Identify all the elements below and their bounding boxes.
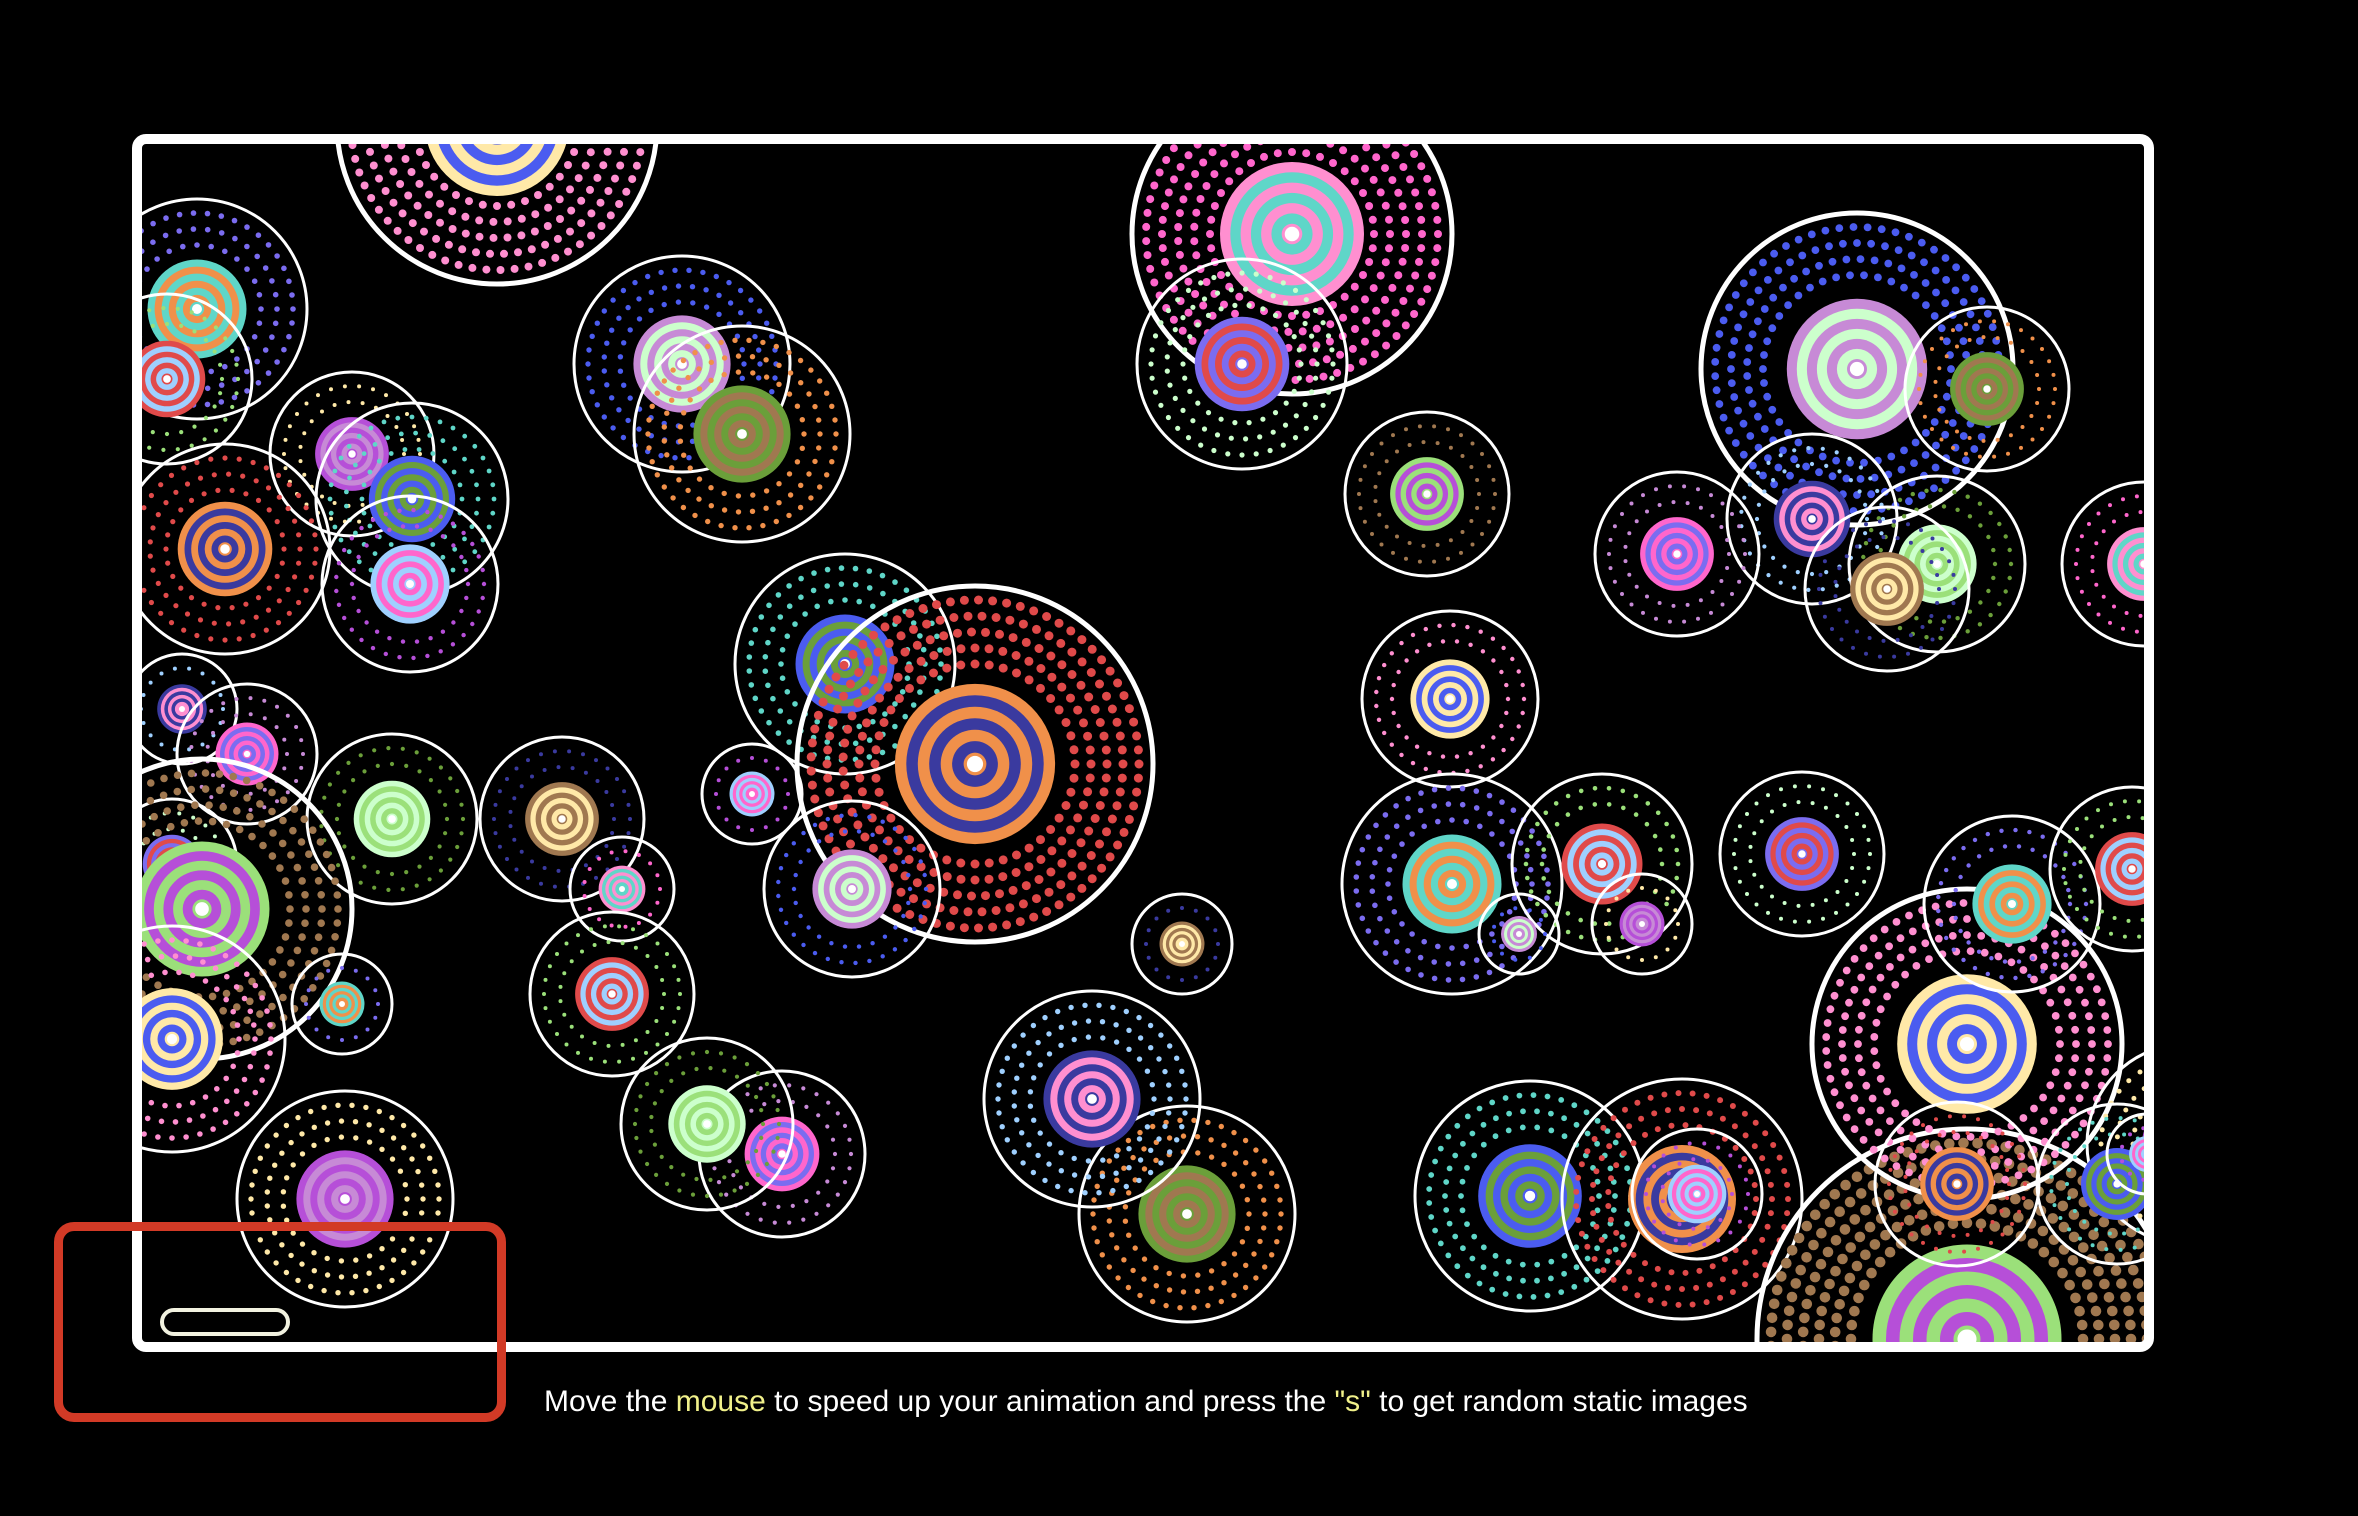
artwork-circle bbox=[290, 952, 394, 1056]
artwork-circle bbox=[1129, 144, 1455, 397]
keyword-mouse: mouse bbox=[675, 1385, 766, 1418]
artwork-circle bbox=[1077, 1104, 1297, 1324]
highlight-box bbox=[54, 1222, 506, 1422]
artwork-circle bbox=[982, 989, 1202, 1209]
artwork-circle bbox=[2035, 1102, 2144, 1266]
artwork-circle bbox=[1130, 892, 1234, 996]
artwork-circle bbox=[1873, 1100, 2041, 1268]
instructions-text: Move the mouse to speed up your animatio… bbox=[544, 1385, 1748, 1419]
artwork-circle bbox=[1698, 210, 2016, 528]
artwork-circle bbox=[1360, 609, 1540, 789]
instructions-part2: to speed up your animation and press the bbox=[765, 1385, 1335, 1418]
artwork-circle bbox=[142, 924, 287, 1154]
artwork-circle bbox=[2048, 785, 2144, 953]
artwork-circle bbox=[1903, 305, 2071, 473]
artwork-circle bbox=[1593, 470, 1761, 638]
artwork-circle bbox=[1590, 872, 1694, 976]
circle-artwork bbox=[142, 144, 2144, 1342]
artwork-circle bbox=[305, 732, 479, 906]
artwork-circle bbox=[335, 144, 659, 287]
animation-canvas[interactable] bbox=[132, 134, 2154, 1352]
artwork-circle bbox=[1135, 257, 1349, 471]
artwork-circle bbox=[632, 324, 852, 544]
instructions-part1: Move the bbox=[544, 1385, 676, 1418]
instructions-part3: to get random static images bbox=[1370, 1385, 1748, 1418]
artwork-circle bbox=[142, 442, 332, 656]
artwork-circle bbox=[2060, 480, 2144, 648]
artwork-circle bbox=[1630, 1127, 1764, 1261]
speed-slider-control[interactable] bbox=[160, 1308, 290, 1336]
artwork-circle bbox=[142, 292, 254, 466]
artwork-circle bbox=[1809, 886, 2125, 1202]
artwork-circle bbox=[478, 735, 646, 903]
artwork-circle bbox=[700, 742, 804, 846]
artwork-circle bbox=[142, 652, 239, 766]
artwork-circle bbox=[1725, 432, 1899, 606]
artwork-circle bbox=[1340, 772, 1564, 996]
artwork-circle bbox=[1803, 505, 1971, 673]
artwork-circle bbox=[1413, 1079, 1647, 1313]
artwork-circle bbox=[762, 799, 942, 979]
keyword-s: "s" bbox=[1334, 1385, 1371, 1418]
artwork-circle bbox=[733, 552, 957, 776]
artwork-circle bbox=[320, 494, 500, 674]
artwork-circle bbox=[1477, 892, 1561, 976]
artwork-circle bbox=[619, 1036, 795, 1212]
artwork-circle bbox=[1718, 770, 1886, 938]
artwork-circle bbox=[794, 583, 1156, 945]
artwork-circle bbox=[568, 835, 676, 943]
artwork-circle bbox=[1510, 772, 1694, 956]
artwork-circle bbox=[2105, 1112, 2144, 1196]
artwork-circle bbox=[528, 910, 696, 1078]
artwork-circle bbox=[1343, 410, 1511, 578]
